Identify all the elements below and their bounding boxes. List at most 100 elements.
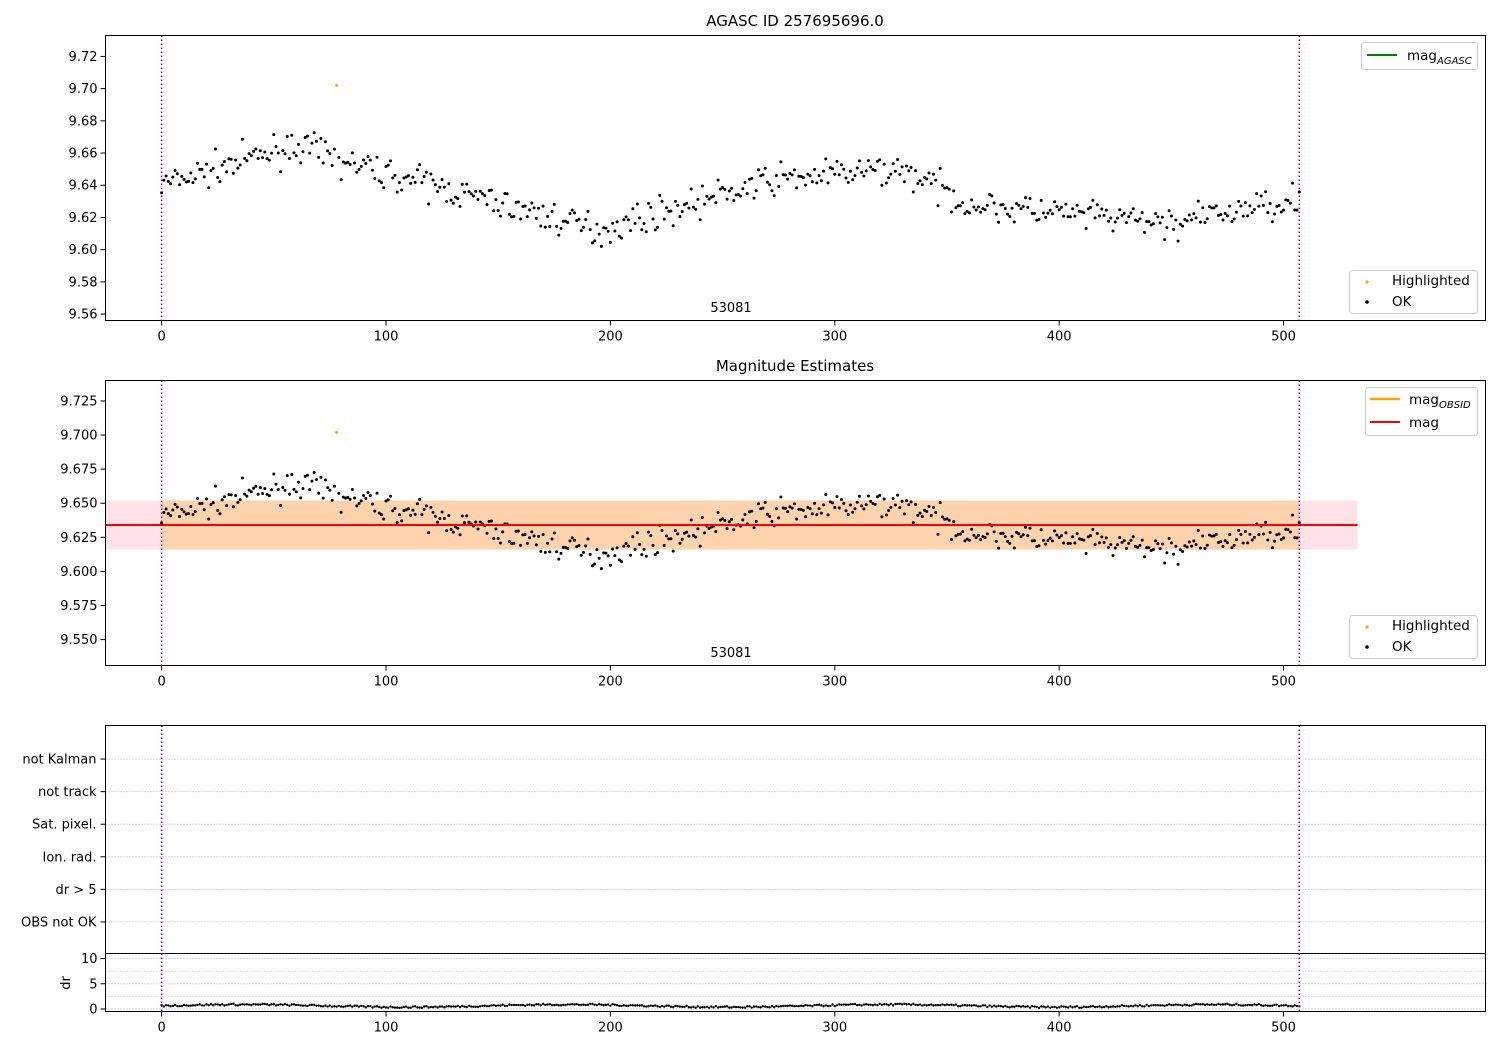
data-point-ok bbox=[754, 519, 758, 523]
dr-point bbox=[557, 1004, 560, 1007]
data-point-ok bbox=[705, 194, 709, 198]
data-point-ok bbox=[510, 542, 514, 546]
dr-point bbox=[1179, 1003, 1182, 1007]
dr-point bbox=[853, 1002, 857, 1006]
data-point-ok bbox=[196, 496, 199, 500]
dr-point bbox=[912, 1002, 915, 1006]
data-point-ok bbox=[406, 507, 410, 511]
data-point-ok bbox=[889, 172, 893, 176]
dr-point bbox=[458, 1005, 462, 1009]
data-point-ok bbox=[1205, 217, 1209, 221]
dr-point bbox=[330, 1005, 334, 1008]
data-point-ok bbox=[938, 501, 942, 505]
data-point-ok bbox=[709, 195, 713, 199]
data-point-ok bbox=[725, 527, 729, 531]
data-point-ok bbox=[178, 183, 182, 187]
dr-point bbox=[310, 1003, 314, 1007]
dr-point bbox=[802, 1004, 805, 1008]
data-point-ok bbox=[1008, 215, 1012, 219]
data-point-ok bbox=[792, 502, 796, 506]
data-point-ok bbox=[516, 529, 520, 533]
data-point-ok bbox=[577, 544, 581, 548]
dr-point bbox=[804, 1003, 807, 1007]
data-point-ok bbox=[169, 182, 173, 186]
dr-point bbox=[1208, 1003, 1211, 1007]
data-point-ok bbox=[732, 528, 736, 532]
data-point-ok bbox=[916, 513, 920, 517]
data-point-ok bbox=[1190, 218, 1194, 222]
data-point-ok bbox=[1041, 211, 1045, 215]
data-point-ok bbox=[362, 158, 366, 162]
data-point-ok bbox=[965, 537, 969, 541]
data-point-ok bbox=[1257, 533, 1261, 537]
dr-point bbox=[259, 1003, 262, 1006]
data-point-ok bbox=[1062, 214, 1066, 218]
dr-point bbox=[218, 1004, 222, 1007]
data-point-ok bbox=[586, 209, 590, 213]
data-point-ok bbox=[395, 190, 399, 194]
legend-label-highlighted: Highlighted bbox=[1392, 273, 1470, 289]
dr-point bbox=[822, 1005, 825, 1008]
dr-point bbox=[272, 1003, 275, 1006]
dr-point bbox=[167, 1004, 170, 1007]
data-point-ok bbox=[934, 511, 938, 515]
dr-point bbox=[209, 1002, 213, 1006]
dr-point bbox=[862, 1003, 866, 1006]
x-tick-label: 0 bbox=[157, 1021, 165, 1036]
data-point-ok bbox=[819, 179, 823, 183]
data-point-ok bbox=[932, 172, 935, 176]
data-point-ok bbox=[198, 167, 202, 171]
data-point-ok bbox=[660, 528, 664, 532]
data-point-ok bbox=[590, 564, 594, 568]
dr-point bbox=[876, 1003, 879, 1007]
data-point-ok bbox=[721, 185, 725, 189]
dr-point bbox=[584, 1003, 587, 1007]
dr-point bbox=[907, 1002, 911, 1006]
data-point-ok bbox=[1102, 540, 1106, 544]
dr-point bbox=[1232, 1003, 1236, 1006]
dr-point bbox=[1055, 1006, 1059, 1009]
dr-point bbox=[440, 1005, 444, 1008]
dr-point bbox=[981, 1004, 985, 1007]
y-tick-label: 9.625 bbox=[60, 531, 97, 546]
data-point-ok bbox=[281, 486, 285, 490]
dr-point bbox=[398, 1006, 401, 1010]
data-point-ok bbox=[635, 202, 639, 206]
data-point-ok bbox=[337, 155, 341, 159]
data-point-ok bbox=[1129, 211, 1133, 215]
data-point-ok bbox=[949, 210, 953, 214]
data-point-ok bbox=[685, 530, 689, 534]
data-point-ok bbox=[312, 470, 316, 474]
data-point-ok bbox=[797, 174, 801, 178]
data-point-ok bbox=[956, 204, 960, 208]
dr-point bbox=[891, 1004, 895, 1007]
data-point-ok bbox=[647, 530, 651, 534]
data-point-ok bbox=[1210, 534, 1214, 538]
data-point-ok bbox=[1091, 528, 1095, 532]
data-point-ok bbox=[236, 166, 240, 170]
data-point-ok bbox=[940, 183, 944, 187]
data-point-ok bbox=[1172, 227, 1176, 231]
dr-point bbox=[1035, 1005, 1038, 1009]
data-point-ok bbox=[1205, 543, 1209, 547]
data-point-ok bbox=[474, 189, 478, 193]
data-point-ok bbox=[662, 544, 666, 548]
data-point-ok bbox=[1100, 535, 1104, 539]
dr-point bbox=[1066, 1006, 1070, 1009]
y-tick-label: 9.58 bbox=[69, 275, 98, 290]
data-point-ok bbox=[222, 159, 226, 163]
dr-point bbox=[1266, 1004, 1270, 1007]
dr-point bbox=[930, 1003, 933, 1006]
data-point-ok bbox=[1010, 534, 1014, 538]
data-point-ok bbox=[1107, 219, 1111, 223]
dr-point bbox=[604, 1003, 608, 1007]
data-point-ok bbox=[1163, 561, 1167, 565]
data-point-ok bbox=[391, 509, 395, 513]
data-point-ok bbox=[339, 510, 343, 514]
dr-point bbox=[725, 1005, 729, 1008]
data-point-ok bbox=[305, 473, 309, 477]
data-point-ok bbox=[781, 506, 785, 510]
data-point-ok bbox=[171, 508, 175, 512]
data-point-ok bbox=[588, 228, 592, 232]
